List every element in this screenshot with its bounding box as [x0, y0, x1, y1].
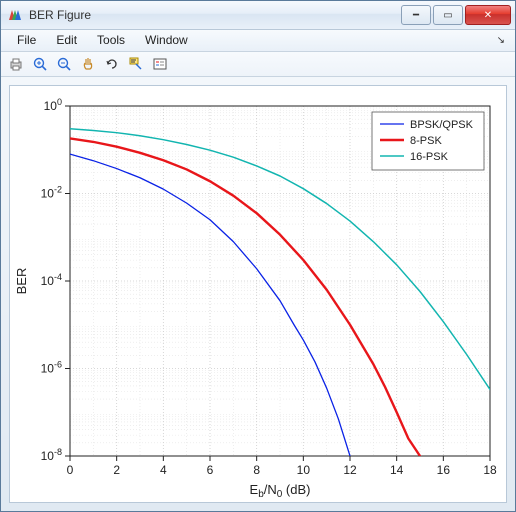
titlebar[interactable]: BER Figure ━ ▭ ✕: [1, 1, 515, 30]
svg-text:6: 6: [207, 463, 214, 477]
app-icon: [7, 7, 23, 23]
svg-text:8: 8: [253, 463, 260, 477]
legend-icon: [152, 56, 168, 72]
svg-text:12: 12: [343, 463, 357, 477]
ber-chart[interactable]: 0 2 4 6 8 10 12 14 16 18 100 10-2 10-4 10-6 10-8 Eb/N0 …: [10, 86, 506, 502]
close-button[interactable]: ✕: [465, 5, 511, 25]
data-cursor-button[interactable]: [125, 53, 147, 75]
svg-text:10-6: 10-6: [41, 360, 62, 376]
maximize-button[interactable]: ▭: [433, 5, 463, 25]
dock-icon[interactable]: ↘: [497, 35, 509, 46]
zoom-in-icon: [32, 56, 48, 72]
figure-frame: 0 2 4 6 8 10 12 14 16 18 100 10-2 10-4 10-6 10-8 Eb/N0 …: [9, 85, 507, 503]
zoom-out-icon: [56, 56, 72, 72]
data-cursor-icon: [128, 56, 144, 72]
svg-text:10-4: 10-4: [41, 272, 62, 288]
svg-text:10: 10: [297, 463, 311, 477]
rotate-icon: [104, 56, 120, 72]
toolbar: [1, 52, 515, 77]
svg-text:14: 14: [390, 463, 404, 477]
print-icon: [8, 56, 24, 72]
menu-tools[interactable]: Tools: [87, 31, 135, 49]
svg-text:16-PSK: 16-PSK: [410, 151, 449, 163]
zoom-out-button[interactable]: [53, 53, 75, 75]
zoom-in-button[interactable]: [29, 53, 51, 75]
menu-window[interactable]: Window: [135, 31, 198, 49]
window-title: BER Figure: [29, 8, 401, 22]
figure-window: BER Figure ━ ▭ ✕ File Edit Tools Window …: [0, 0, 516, 512]
svg-text:10-2: 10-2: [41, 185, 62, 201]
svg-text:Eb/N0 (dB): Eb/N0 (dB): [250, 482, 311, 500]
legend-button[interactable]: [149, 53, 171, 75]
menu-file[interactable]: File: [7, 31, 46, 49]
svg-text:18: 18: [483, 463, 497, 477]
svg-text:8-PSK: 8-PSK: [410, 135, 442, 147]
close-icon: ✕: [484, 10, 492, 21]
maximize-icon: ▭: [443, 10, 452, 21]
menubar: File Edit Tools Window ↘: [1, 30, 515, 51]
print-button[interactable]: [5, 53, 27, 75]
rotate-button[interactable]: [101, 53, 123, 75]
svg-text:16: 16: [437, 463, 451, 477]
svg-text:BER: BER: [14, 268, 29, 295]
svg-text:0: 0: [67, 463, 74, 477]
svg-text:2: 2: [113, 463, 120, 477]
minimize-icon: ━: [413, 10, 419, 21]
figure-canvas-wrap: 0 2 4 6 8 10 12 14 16 18 100 10-2 10-4 10-6 10-8 Eb/N0 …: [1, 77, 515, 511]
menu-edit[interactable]: Edit: [46, 31, 87, 49]
series-psk8: [70, 138, 420, 456]
pan-button[interactable]: [77, 53, 99, 75]
svg-text:10-8: 10-8: [41, 447, 62, 463]
window-controls: ━ ▭ ✕: [401, 5, 513, 25]
svg-text:4: 4: [160, 463, 167, 477]
svg-text:BPSK/QPSK: BPSK/QPSK: [410, 119, 474, 131]
svg-text:100: 100: [44, 97, 62, 113]
pan-icon: [80, 56, 96, 72]
minimize-button[interactable]: ━: [401, 5, 431, 25]
